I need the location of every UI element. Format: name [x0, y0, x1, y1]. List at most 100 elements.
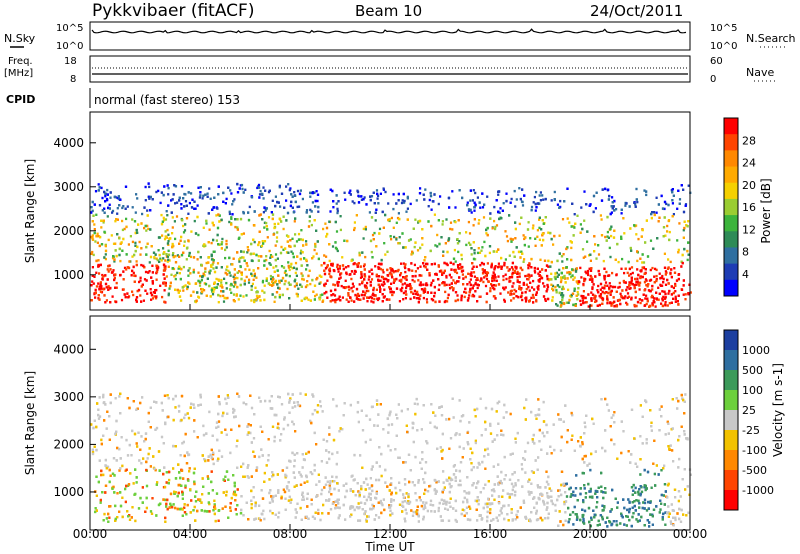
data-cell: [668, 230, 671, 234]
data-cell: [132, 271, 135, 275]
data-cell: [178, 242, 181, 245]
data-cell: [314, 242, 317, 246]
data-cell: [603, 276, 606, 280]
data-cell: [454, 299, 457, 303]
data-cell: [349, 273, 352, 276]
data-cell: [538, 202, 541, 205]
data-cell: [93, 292, 96, 295]
data-cell: [657, 220, 660, 223]
data-cell: [209, 197, 212, 200]
data-cell: [593, 297, 597, 300]
data-cell: [381, 210, 384, 214]
data-cell: [240, 183, 244, 187]
data-cell: [243, 279, 246, 282]
data-cell: [381, 300, 384, 303]
data-cell: [530, 266, 533, 269]
data-cell: [271, 199, 274, 202]
data-cell: [511, 271, 514, 275]
data-cell: [338, 264, 342, 268]
data-cell: [566, 277, 569, 280]
data-cell: [226, 296, 229, 300]
data-cell: [493, 295, 496, 298]
data-cell: [467, 297, 470, 300]
data-cell: [239, 265, 242, 269]
data-cell: [323, 272, 327, 276]
data-cell: [532, 301, 535, 304]
data-cell: [272, 278, 275, 281]
data-cell: [619, 292, 622, 295]
data-cell: [668, 289, 671, 293]
data-cell: [601, 302, 604, 305]
data-cell: [277, 286, 280, 290]
data-cell: [364, 225, 367, 229]
data-cell: [551, 284, 555, 288]
data-cell: [187, 239, 190, 242]
data-cell: [146, 214, 149, 217]
data-cell: [647, 283, 650, 286]
data-cell: [345, 271, 348, 274]
data-cell: [542, 198, 545, 201]
data-cell: [533, 288, 536, 291]
data-cell: [370, 268, 373, 271]
data-cell: [651, 211, 654, 214]
data-cell: [520, 295, 523, 299]
data-cell: [649, 239, 653, 242]
data-cell: [232, 275, 235, 278]
data-cell: [287, 261, 290, 264]
data-cell: [317, 257, 320, 261]
data-cell: [485, 277, 489, 281]
data-cell: [586, 269, 590, 273]
data-cell: [136, 245, 139, 249]
data-cell: [536, 267, 539, 270]
data-cell: [513, 255, 516, 258]
data-cell: [621, 289, 624, 292]
data-cell: [227, 269, 230, 273]
data-cell: [182, 224, 185, 228]
data-cell: [144, 289, 147, 292]
data-cell: [149, 195, 152, 199]
data-cell: [402, 276, 405, 279]
data-cell: [167, 233, 170, 236]
data-cell: [506, 239, 509, 243]
data-cell: [540, 244, 543, 247]
data-cell: [297, 232, 301, 236]
data-cell: [230, 282, 233, 286]
data-cell: [329, 210, 332, 213]
data-cell: [116, 218, 119, 221]
data-cell: [125, 253, 128, 256]
data-cell: [585, 271, 588, 275]
data-cell: [650, 216, 653, 220]
data-cell: [202, 244, 205, 247]
data-cell: [672, 213, 675, 216]
data-cell: [261, 192, 264, 196]
data-cell: [662, 281, 665, 284]
data-cell: [471, 199, 474, 202]
data-cell: [634, 277, 637, 281]
power-colorbar-swatch-2: [724, 150, 738, 168]
data-cell: [589, 253, 592, 256]
data-cell: [268, 249, 271, 253]
data-cell: [655, 268, 658, 272]
data-cell: [484, 274, 487, 278]
data-cell: [207, 212, 210, 215]
data-cell: [112, 255, 115, 258]
data-cell: [562, 267, 565, 270]
data-cell: [380, 262, 383, 266]
data-cell: [416, 249, 420, 252]
data-cell: [192, 256, 196, 259]
data-cell: [265, 225, 268, 228]
data-cell: [607, 188, 610, 191]
data-cell: [570, 225, 573, 228]
data-cell: [494, 265, 497, 268]
data-cell: [107, 238, 110, 242]
data-cell: [391, 276, 394, 279]
data-cell: [606, 284, 609, 287]
power-ytick-label-2: 3000: [53, 180, 84, 194]
data-cell: [118, 237, 121, 240]
data-cell: [364, 285, 367, 288]
data-cell: [653, 281, 656, 284]
data-cell: [259, 189, 262, 193]
data-cell: [396, 216, 400, 220]
data-cell: [614, 285, 617, 289]
data-cell: [571, 274, 574, 277]
